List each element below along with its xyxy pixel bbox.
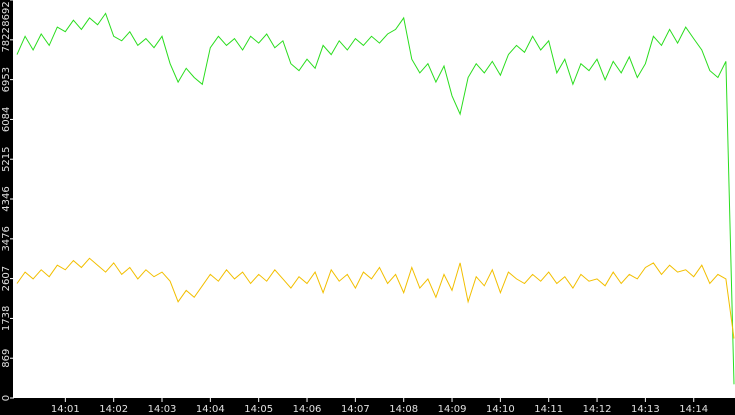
y-tick-label: 3476: [1, 226, 12, 251]
x-tick-label: 14:04: [196, 404, 225, 415]
y-tick-label: 6953: [1, 67, 12, 92]
y-tick-label: 5215: [1, 146, 12, 171]
x-tick-label: 14:01: [51, 404, 80, 415]
x-tick-label: 14:12: [583, 404, 612, 415]
y-tick-label: 6084: [1, 107, 12, 132]
y-axis-strip: [0, 0, 13, 415]
line-series: [16, 257, 735, 339]
y-tick-label: 0: [1, 395, 12, 401]
x-tick-label: 14:08: [389, 404, 418, 415]
x-axis-strip: [0, 398, 735, 415]
y-tick-label: 869: [1, 349, 12, 368]
x-tick-label: 14:13: [631, 404, 660, 415]
y-tick-label: 4346: [1, 186, 12, 211]
line-series: [16, 12, 735, 385]
x-tick-label: 14:03: [148, 404, 177, 415]
x-tick-label: 14:10: [486, 404, 515, 415]
x-tick-label: 14:02: [99, 404, 128, 415]
x-tick-label: 14:07: [341, 404, 370, 415]
y-tick-label: 1738: [1, 306, 12, 331]
x-tick-label: 14:11: [534, 404, 563, 415]
y-tick-label: 8692: [1, 1, 12, 26]
x-tick-label: 14:05: [244, 404, 273, 415]
y-tick-label: 2607: [1, 266, 12, 291]
x-tick-label: 14:09: [438, 404, 467, 415]
y-tick-label: 7822: [1, 27, 12, 52]
x-tick-label: 14:06: [293, 404, 322, 415]
x-tick-label: 14:14: [679, 404, 708, 415]
